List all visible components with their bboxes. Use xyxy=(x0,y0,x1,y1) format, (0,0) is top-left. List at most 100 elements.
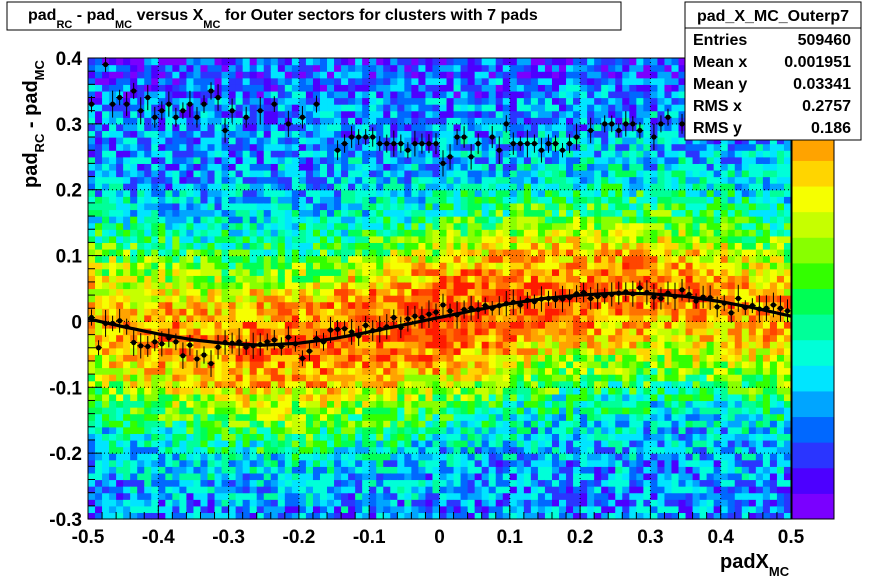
heatmap-cell xyxy=(214,143,223,151)
heatmap-cell xyxy=(200,209,209,217)
heatmap-cell xyxy=(221,281,230,290)
heatmap-cell xyxy=(284,433,293,441)
heatmap-cell xyxy=(95,433,103,441)
heatmap-cell xyxy=(249,328,258,336)
heatmap-cell xyxy=(88,433,96,441)
heatmap-cell xyxy=(573,360,581,369)
heatmap-cell xyxy=(481,189,490,197)
heatmap-cell xyxy=(516,347,525,355)
heatmap-cell xyxy=(460,163,469,171)
heatmap-cell xyxy=(207,479,216,487)
heatmap-cell xyxy=(312,374,321,382)
heatmap-cell xyxy=(467,512,476,520)
heatmap-cell xyxy=(214,426,223,434)
heatmap-cell xyxy=(270,426,279,434)
heatmap-cell xyxy=(516,328,525,336)
heatmap-cell xyxy=(95,202,103,211)
heatmap-cell xyxy=(221,407,230,415)
heatmap-cell xyxy=(319,143,328,151)
heatmap-cell xyxy=(200,413,209,421)
heatmap-cell xyxy=(390,104,398,112)
heatmap-cell xyxy=(88,242,96,250)
heatmap-cell xyxy=(355,235,363,243)
heatmap-cell xyxy=(312,420,321,428)
heatmap-cell xyxy=(284,71,293,79)
heatmap-cell xyxy=(291,295,300,303)
heatmap-cell xyxy=(369,459,377,467)
heatmap-cell xyxy=(418,235,427,243)
heatmap-cell xyxy=(102,347,110,355)
heatmap-cell xyxy=(425,189,434,197)
heatmap-cell xyxy=(432,486,441,494)
heatmap-cell xyxy=(186,169,195,178)
heatmap-cell xyxy=(460,433,469,441)
heatmap-cell xyxy=(404,341,412,349)
heatmap-cell xyxy=(291,137,300,145)
heatmap-cell xyxy=(221,387,230,395)
heatmap-cell xyxy=(397,130,405,138)
heatmap-cell xyxy=(102,268,110,276)
heatmap-cell xyxy=(305,328,314,336)
heatmap-cell xyxy=(235,117,244,125)
heatmap-cell xyxy=(404,387,412,395)
heatmap-cell xyxy=(474,413,483,421)
heatmap-cell xyxy=(284,393,293,402)
heatmap-cell xyxy=(362,64,370,72)
heatmap-cell xyxy=(123,308,131,316)
heatmap-cell xyxy=(242,321,251,329)
heatmap-cell xyxy=(109,262,117,270)
heatmap-cell xyxy=(551,308,560,316)
heatmap-cell xyxy=(200,314,209,323)
heatmap-cell xyxy=(404,248,412,257)
heatmap-cell xyxy=(551,354,560,362)
heatmap-cell xyxy=(341,183,349,191)
heatmap-cell xyxy=(172,222,180,230)
heatmap-cell xyxy=(95,137,103,145)
heatmap-cell xyxy=(151,459,159,467)
heatmap-cell xyxy=(277,492,286,500)
heatmap-cell xyxy=(319,466,328,474)
heatmap-cell xyxy=(411,97,420,105)
heatmap-cell xyxy=(523,360,532,369)
heatmap-cell xyxy=(418,222,427,230)
heatmap-cell xyxy=(566,90,574,99)
heatmap-cell xyxy=(334,453,342,461)
heatmap-cell xyxy=(123,137,131,145)
heatmap-cell xyxy=(242,84,251,92)
heatmap-cell xyxy=(249,248,258,257)
heatmap-cell xyxy=(467,472,476,481)
heatmap-cell xyxy=(109,347,117,355)
heatmap-cell xyxy=(193,216,202,224)
heatmap-cell xyxy=(467,453,476,461)
heatmap-cell xyxy=(523,486,532,494)
heatmap-cell xyxy=(559,123,567,132)
heatmap-cell xyxy=(411,248,420,257)
heatmap-cell xyxy=(186,380,195,388)
heatmap-cell xyxy=(158,420,166,428)
heatmap-cell xyxy=(446,367,455,375)
heatmap-cell xyxy=(242,262,251,270)
heatmap-cell xyxy=(207,97,216,105)
heatmap-cell xyxy=(495,202,504,211)
heatmap-cell xyxy=(397,209,405,217)
heatmap-cell xyxy=(116,301,124,309)
heatmap-cell xyxy=(453,202,462,211)
heatmap-cell xyxy=(334,479,342,487)
heatmap-cell xyxy=(151,189,159,197)
heatmap-cell xyxy=(263,288,272,296)
heatmap-cell xyxy=(460,380,469,388)
heatmap-cell xyxy=(516,163,525,171)
heatmap-cell xyxy=(137,505,145,514)
heatmap-cell xyxy=(509,407,518,415)
heatmap-cell xyxy=(158,117,166,125)
heatmap-cell xyxy=(95,117,103,125)
heatmap-cell xyxy=(348,492,356,500)
heatmap-cell xyxy=(432,222,441,230)
heatmap-cell xyxy=(587,407,595,415)
heatmap-cell xyxy=(530,123,539,132)
heatmap-cell xyxy=(214,163,223,171)
heatmap-cell xyxy=(488,189,497,197)
heatmap-cell xyxy=(228,275,237,283)
heatmap-cell xyxy=(502,347,511,355)
heatmap-cell xyxy=(109,374,117,382)
